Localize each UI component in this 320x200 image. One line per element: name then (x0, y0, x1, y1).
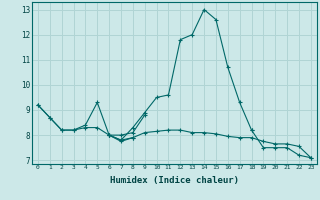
X-axis label: Humidex (Indice chaleur): Humidex (Indice chaleur) (110, 176, 239, 185)
